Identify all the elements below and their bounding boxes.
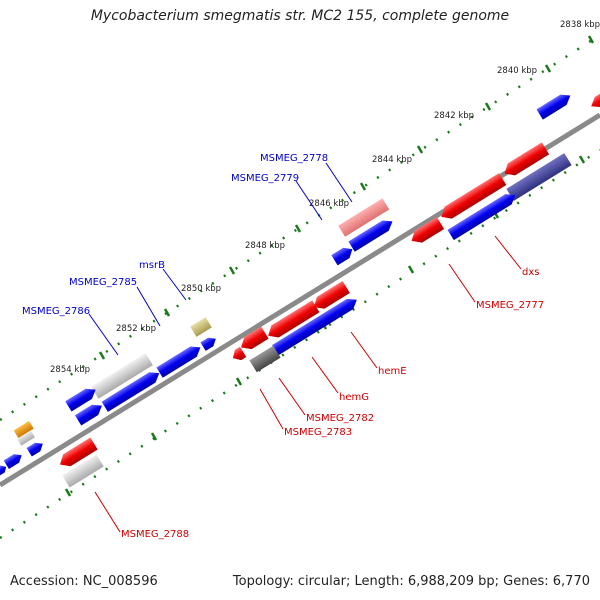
gene-label[interactable]: MSMEG_2778 xyxy=(260,153,328,164)
gene-label[interactable]: MSMEG_2782 xyxy=(306,413,374,424)
gene-block-pseudo[interactable] xyxy=(338,198,390,237)
gene-label[interactable]: MSMEG_2779 xyxy=(231,173,299,184)
gene-arrow-forward[interactable] xyxy=(101,368,163,412)
gene-label[interactable]: dxs xyxy=(522,267,539,278)
forward-tick-track xyxy=(0,33,600,422)
gene-arrow-reverse[interactable] xyxy=(56,437,98,471)
kbp-label: 2842 kbp xyxy=(434,111,474,121)
gene-label[interactable]: MSMEG_2783 xyxy=(284,427,352,438)
kbp-label: 2840 kbp xyxy=(497,66,537,76)
map-title: Mycobacterium smegmatis str. MC2 155, co… xyxy=(90,8,510,24)
kbp-label: 2848 kbp xyxy=(245,241,285,251)
kbp-label: 2852 kbp xyxy=(116,324,156,334)
gene-block-olive[interactable] xyxy=(190,317,212,337)
gene-arrow-reverse[interactable] xyxy=(230,346,247,364)
kbp-label: 2838 kbp xyxy=(560,20,600,30)
gene-arrow-forward[interactable] xyxy=(272,295,360,356)
gene-label[interactable]: hemG xyxy=(339,392,369,403)
kbp-label: 2850 kbp xyxy=(181,284,221,294)
gene-arrow-forward[interactable] xyxy=(200,335,218,351)
forward-gene-track xyxy=(0,90,600,477)
gene-arrow-forward[interactable] xyxy=(331,244,355,266)
gene-block-rna[interactable] xyxy=(13,421,34,439)
gene-arrow-reverse[interactable] xyxy=(588,91,600,112)
gene-block-pseudo[interactable] xyxy=(91,353,153,399)
gene-arrow-forward[interactable] xyxy=(156,342,203,378)
kbp-label: 2846 kbp xyxy=(309,199,349,209)
gene-arrow-forward[interactable] xyxy=(74,401,105,426)
gene-block-navy[interactable] xyxy=(506,153,572,201)
gene-label[interactable]: MSMEG_2777 xyxy=(476,300,544,311)
gene-label[interactable]: MSMEG_2786 xyxy=(22,306,90,317)
gene-arrow-reverse[interactable] xyxy=(408,217,445,247)
reverse-label-leaders xyxy=(94,235,522,533)
gene-arrow-forward[interactable] xyxy=(65,384,99,412)
gene-arrow-reverse[interactable] xyxy=(310,281,350,313)
gene-arrow-forward[interactable] xyxy=(0,463,8,477)
kbp-label: 2854 kbp xyxy=(50,365,90,375)
gene-block-pseudo[interactable] xyxy=(62,454,104,488)
gene-arrow-reverse[interactable] xyxy=(264,300,320,341)
genome-summary-text: Topology: circular; Length: 6,988,209 bp… xyxy=(232,574,590,589)
reverse-gene-track xyxy=(56,142,572,488)
reverse-tick-track xyxy=(0,148,600,540)
gene-block-pseudo[interactable] xyxy=(17,430,35,446)
gene-label[interactable]: MSMEG_2785 xyxy=(69,277,137,288)
gene-arrow-reverse[interactable] xyxy=(501,142,550,179)
gene-block-pseudo-dark[interactable] xyxy=(249,345,281,373)
gene-arrow-forward[interactable] xyxy=(348,216,395,252)
gene-arrow-forward[interactable] xyxy=(3,451,25,469)
gene-label[interactable]: hemE xyxy=(378,366,407,377)
forward-label-leaders xyxy=(88,162,353,356)
gene-arrow-forward[interactable] xyxy=(447,190,519,241)
gene-arrow-forward[interactable] xyxy=(26,440,46,457)
gene-label[interactable]: MSMEG_2788 xyxy=(121,529,189,540)
accession-text: Accession: NC_008596 xyxy=(10,574,158,589)
gene-arrow-forward[interactable] xyxy=(536,90,574,120)
gene-arrow-reverse[interactable] xyxy=(438,173,507,223)
gene-label[interactable]: msrB xyxy=(139,260,165,271)
kbp-label: 2844 kbp xyxy=(372,155,412,165)
gene-arrow-reverse[interactable] xyxy=(237,326,269,354)
